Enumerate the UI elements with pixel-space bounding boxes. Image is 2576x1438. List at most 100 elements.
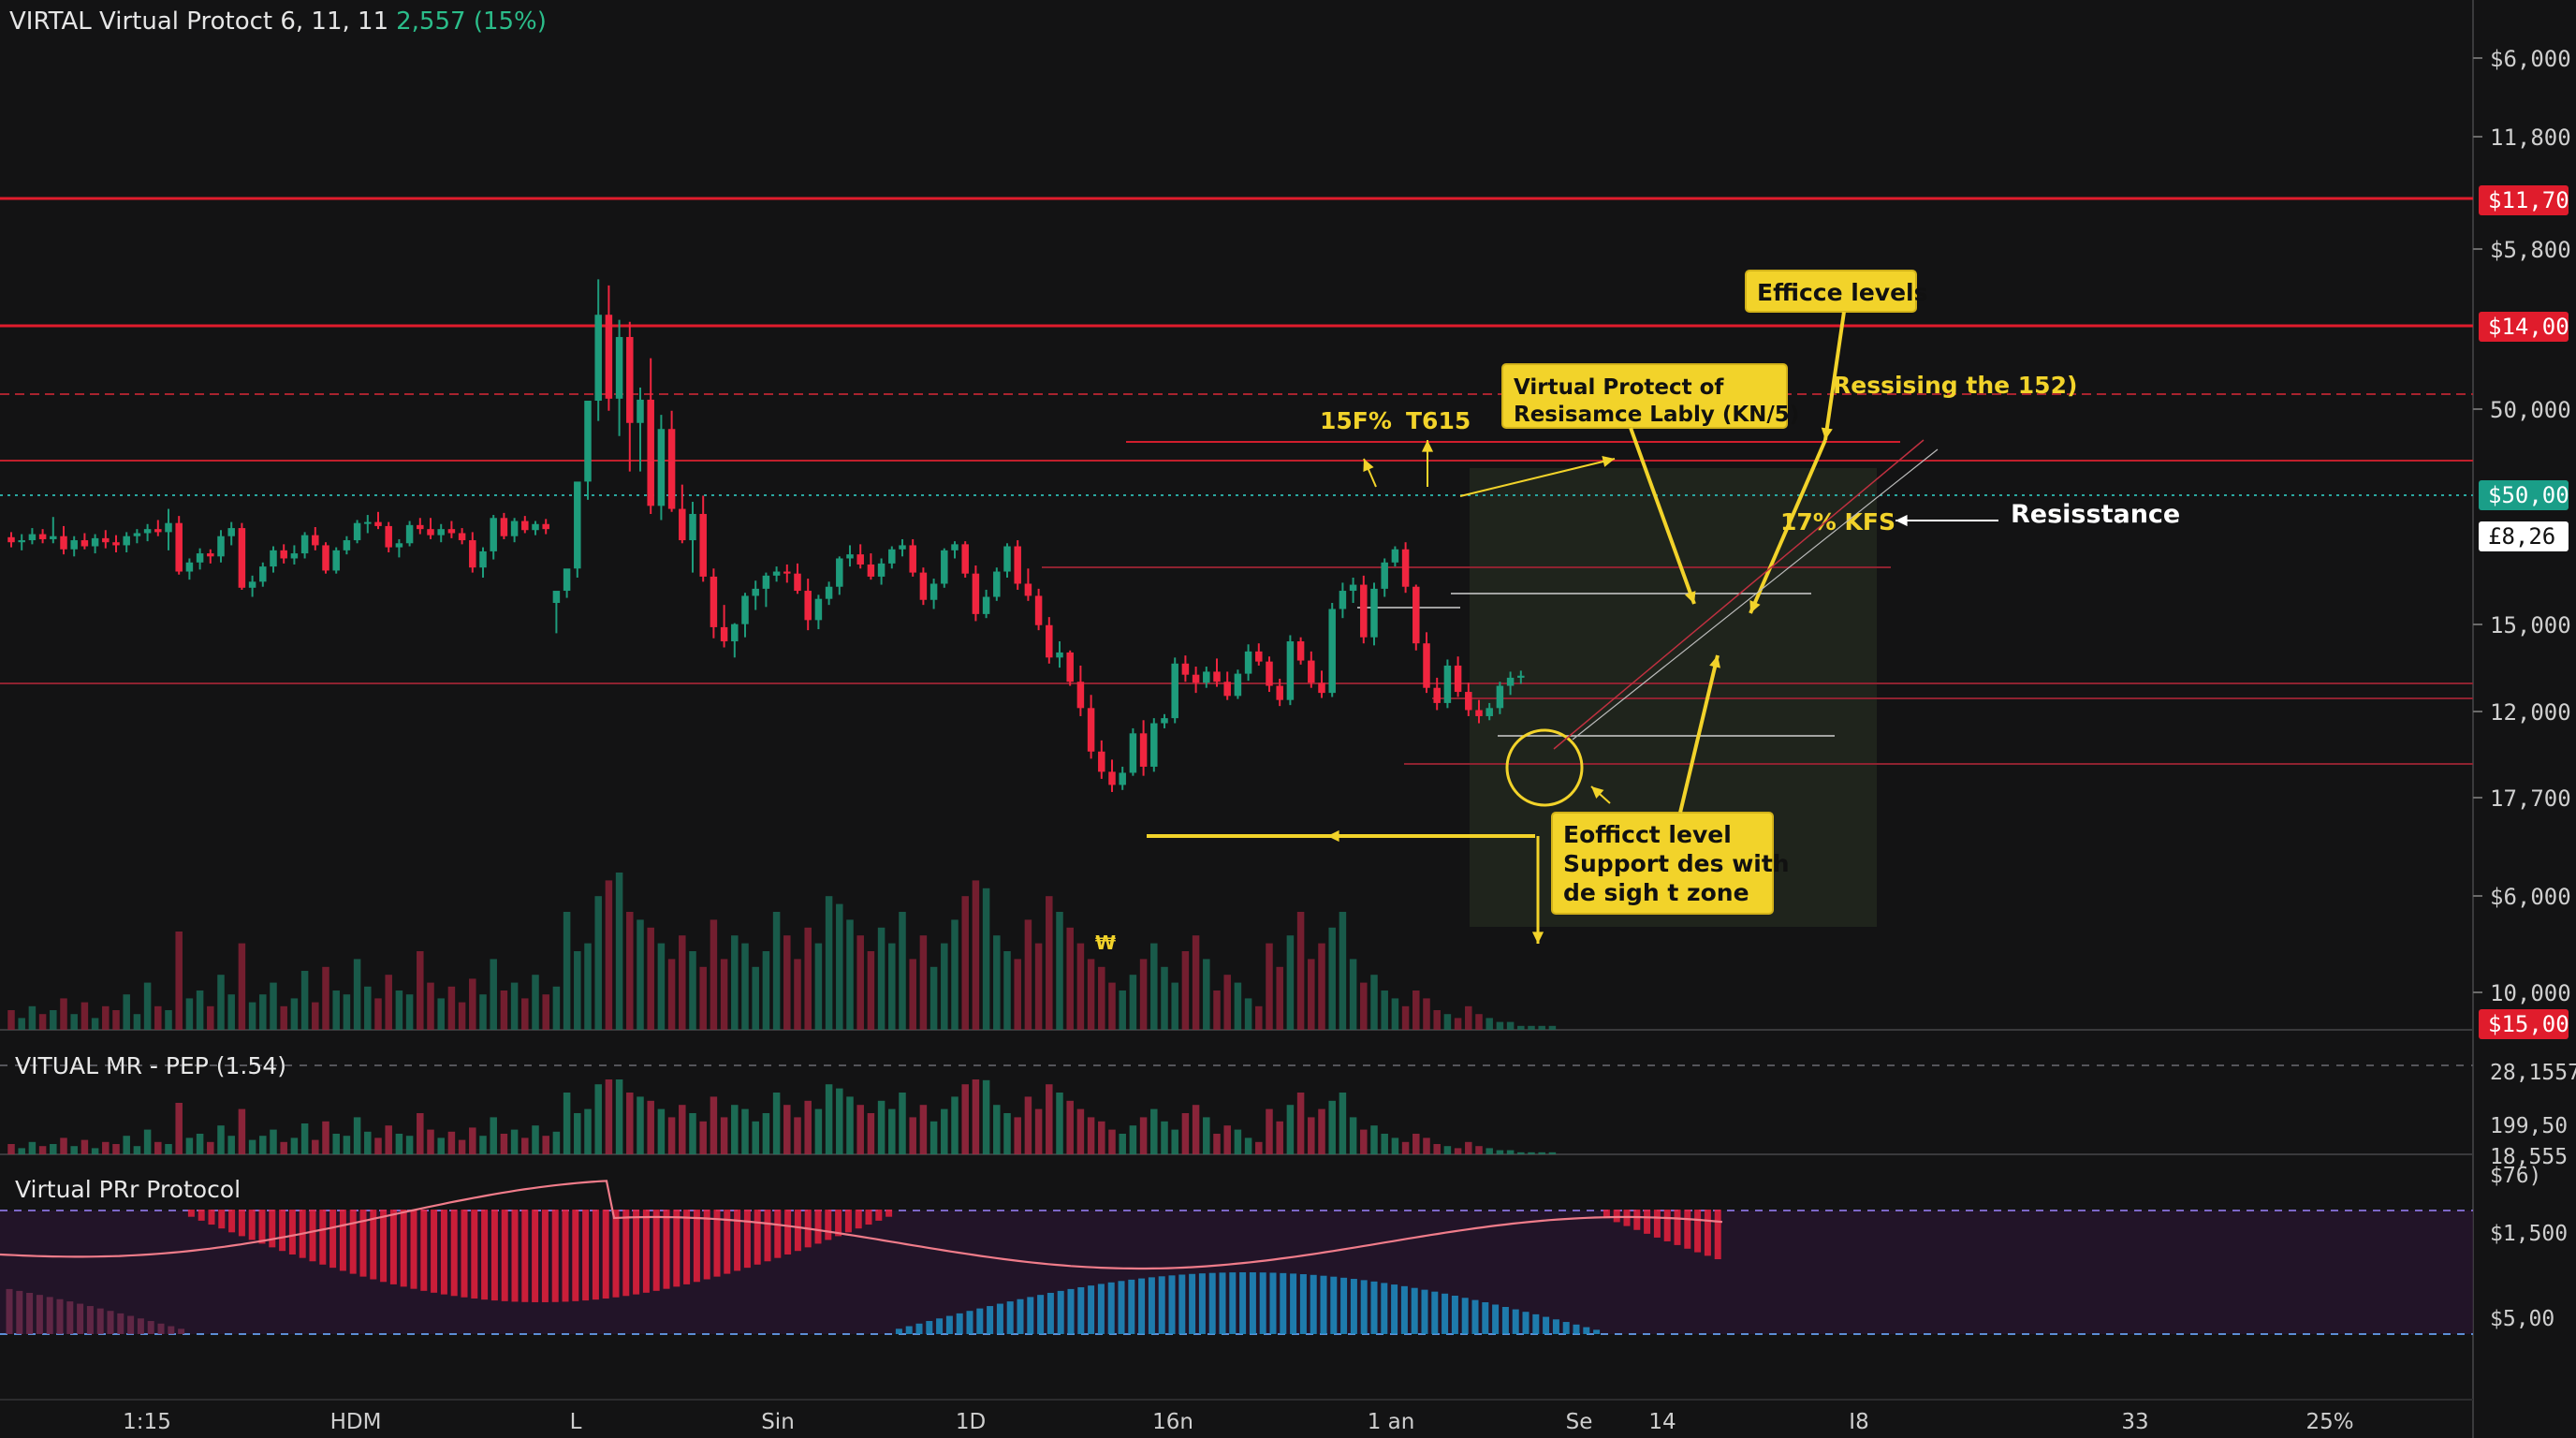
osc-bar [743, 1210, 751, 1269]
ind1-bar [1234, 1129, 1242, 1154]
ind1-bar [322, 1121, 329, 1154]
candle-body [1360, 584, 1368, 638]
osc-bar [36, 1295, 43, 1334]
annotation-virtual-protect-box [1501, 363, 1788, 429]
price-tag-label: $50,00 [2488, 482, 2569, 508]
candle-body [427, 529, 434, 536]
trend-line-red [1553, 439, 1925, 750]
candle-body [626, 336, 634, 423]
ind1-bar [679, 1105, 686, 1154]
candle-body [469, 540, 476, 568]
annotation-ressising: Ressising the 152) [1833, 372, 2077, 399]
volume-bar [1046, 896, 1053, 1030]
osc-bar [592, 1210, 599, 1300]
volume-bar [1349, 959, 1357, 1030]
candle-body [772, 571, 781, 576]
price-tag [2479, 312, 2569, 342]
volume-bar [877, 927, 886, 1030]
candle-body [552, 591, 561, 603]
osc-bar [1189, 1273, 1196, 1334]
candle-body [18, 540, 25, 543]
volume-bar [1003, 951, 1011, 1030]
ind1-bar [941, 1108, 948, 1154]
annotation-effice-levels-box [1745, 270, 1917, 313]
ind1-bar [877, 1100, 886, 1154]
ind1-bar [856, 1105, 864, 1154]
price-tick-label: 11,800 [2490, 125, 2571, 151]
volume-bar [521, 998, 529, 1030]
volume-bar [500, 990, 508, 1030]
osc-bar [814, 1210, 822, 1244]
ind1-bar [867, 1113, 875, 1154]
ind1-bar [1014, 1117, 1021, 1154]
volume-bar [1056, 912, 1063, 1030]
ind1-bar [1308, 1117, 1315, 1154]
candle-body [1381, 562, 1388, 589]
ind1-bar [1266, 1108, 1273, 1154]
volume-bar [332, 990, 340, 1030]
annotation-15f: 15F% [1320, 407, 1392, 434]
candle-body [112, 542, 120, 546]
osc-bar [532, 1210, 539, 1302]
ind1-bar [1213, 1134, 1221, 1154]
osc-bar [1077, 1286, 1085, 1334]
osc-bar [208, 1210, 215, 1225]
osc-bar [956, 1313, 963, 1334]
osc-bar [905, 1326, 913, 1334]
osc-bar [1613, 1210, 1620, 1223]
volume-bar [312, 1002, 319, 1030]
osc-bar [501, 1210, 508, 1301]
volume-bar [814, 943, 823, 1030]
support-arrow-head [1327, 829, 1339, 843]
candle-body [1098, 751, 1105, 772]
volume-bar [982, 888, 990, 1030]
ind1-bar [1066, 1100, 1074, 1154]
volume-bar [1024, 919, 1032, 1030]
effice-arrow-b [1749, 439, 1827, 614]
ind1-bar [1465, 1141, 1472, 1154]
ind1-bar [1046, 1084, 1053, 1154]
candle-body [1339, 591, 1347, 609]
candle-body [1465, 692, 1472, 711]
osc-bar [1178, 1274, 1186, 1334]
osc-bar [511, 1210, 519, 1302]
ind1-bar [961, 1084, 969, 1154]
candle-body [867, 564, 875, 577]
volume-bar [667, 959, 676, 1030]
volume-bar [322, 966, 329, 1030]
ind1-bar [479, 1136, 487, 1154]
ind1-bar [1098, 1121, 1105, 1154]
support-down-arrow-head [1531, 932, 1544, 944]
candle-body [1517, 675, 1525, 678]
ind1-bar [1328, 1100, 1336, 1154]
ind1-bar [1454, 1148, 1462, 1154]
volume-bar [1129, 975, 1137, 1030]
candle-body [50, 536, 57, 539]
price-tick-label: 17,700 [2490, 785, 2571, 812]
osc-bar [1421, 1289, 1428, 1334]
volume-bar [290, 998, 299, 1030]
candle-body [343, 540, 351, 550]
candle-body [102, 537, 110, 543]
resistance-lines [0, 197, 2473, 765]
volume-bar [552, 986, 561, 1030]
candle-body [70, 540, 78, 550]
ind1-bar [1318, 1108, 1325, 1154]
ind1-bar [814, 1108, 823, 1154]
highlight-circle [1505, 728, 1584, 807]
price-tick-label: 15,000 [2490, 612, 2571, 638]
volume-bar [300, 971, 309, 1030]
candle-body [60, 536, 67, 550]
osc-bar [490, 1210, 498, 1301]
ind1-bar [385, 1125, 392, 1154]
ind1-bar [772, 1093, 781, 1154]
osc-bar [865, 1210, 872, 1225]
volume-bar [395, 990, 403, 1030]
volume-bar [1286, 935, 1295, 1030]
volume-bar [1370, 975, 1378, 1030]
candle-body [353, 522, 361, 541]
time-axis[interactable]: 1:15 HDM L Sin 1D 16n 1 an Se 14 I8 33 25% [123, 1410, 2353, 1434]
osc-bar [1381, 1283, 1388, 1334]
price-axis[interactable]: $6,000 11,800 $5,800 50,000 15,000 12,000 17,7… [2473, 46, 2576, 1331]
